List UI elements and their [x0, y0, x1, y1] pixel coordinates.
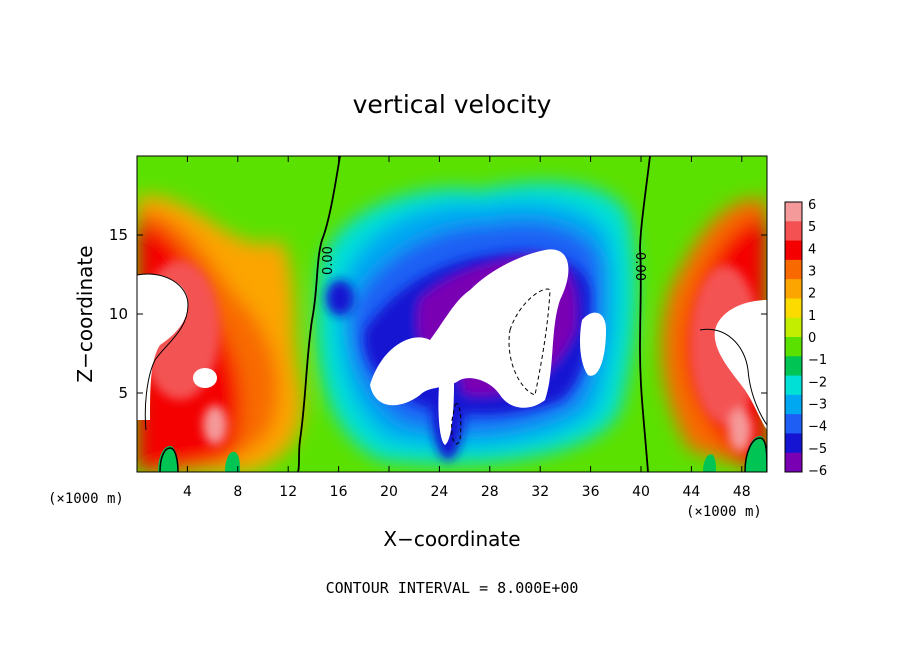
y-axis-label: Z−coordinate [73, 245, 97, 382]
colorbar-swatch [785, 259, 802, 280]
colorbar-swatch [785, 433, 802, 454]
chart-title: vertical velocity [353, 90, 552, 119]
colorbar-tick-label: −4 [808, 420, 827, 435]
x-tick-label: 4 [183, 484, 192, 500]
colorbar-swatch [785, 337, 802, 357]
colorbar-swatch [785, 240, 802, 261]
colorbar-swatch [785, 452, 802, 473]
x-axis-label: X−coordinate [383, 527, 520, 551]
x-tick-label: 40 [632, 484, 650, 500]
x-unit-label-left: (×1000 m) [48, 491, 124, 507]
x-tick-label: 48 [733, 484, 751, 500]
x-tick-label: 16 [330, 484, 348, 500]
colorbar-tick-label: −3 [808, 398, 827, 413]
colorbar-tick-label: −2 [808, 375, 827, 390]
colorbar-swatch [785, 317, 802, 338]
colorbar-swatch [785, 375, 802, 396]
y-tick-label: 5 [118, 384, 128, 402]
colorbar-tick-label: −1 [808, 353, 827, 368]
y-tick-label: 15 [109, 226, 128, 244]
contour-label-left: 0.00 [321, 246, 336, 275]
x-tick-label: 28 [481, 484, 499, 500]
heatmap-field [137, 156, 767, 472]
x-tick-label: 12 [279, 484, 297, 500]
colorbar-frame [784, 201, 803, 473]
x-tick-label: 8 [233, 484, 242, 500]
x-unit-label-right: (×1000 m) [686, 504, 762, 520]
colorbar-swatch [785, 394, 802, 415]
colorbar-swatch [785, 298, 802, 319]
colorbar-tick-label: 5 [808, 220, 816, 235]
x-tick-label: 44 [682, 484, 700, 500]
contour-label-right: 0.00 [632, 252, 647, 281]
colorbar-swatch [785, 221, 802, 242]
colorbar-tick-label: −5 [808, 442, 827, 457]
x-tick-label: 24 [430, 484, 448, 500]
colorbar-tick-label: 4 [808, 242, 816, 257]
colorbar-tick-label: 3 [808, 265, 816, 280]
colorbar-tick-label: 2 [808, 287, 816, 302]
colorbar-swatch [785, 202, 802, 222]
colorbar-swatch [785, 414, 802, 434]
colorbar-tick-label: 0 [808, 331, 816, 346]
y-tick-label: 10 [109, 305, 128, 323]
colorbar-tick-label: −6 [808, 464, 827, 479]
y-axis-ticks: 5 10 15 [109, 226, 767, 402]
colorbar-swatch [785, 356, 802, 377]
colorbar-tick-label: 6 [808, 198, 816, 213]
x-axis-ticks: 4 8 12 16 20 24 28 32 36 40 44 48 [183, 156, 751, 500]
colorbar-tick-label: 1 [808, 309, 816, 324]
contour-lines [137, 156, 767, 472]
x-tick-label: 36 [582, 484, 600, 500]
colorbar-swatch [785, 279, 802, 299]
contour-interval-note: CONTOUR INTERVAL = 8.000E+00 [326, 579, 579, 597]
colorbar: 6 5 4 3 2 1 0 −1 −2 −3 −4 −5 −6 [784, 198, 827, 479]
x-tick-label: 32 [531, 484, 549, 500]
x-tick-label: 20 [380, 484, 398, 500]
